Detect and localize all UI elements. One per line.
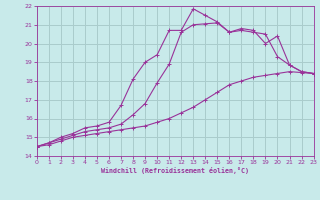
X-axis label: Windchill (Refroidissement éolien,°C): Windchill (Refroidissement éolien,°C): [101, 167, 249, 174]
